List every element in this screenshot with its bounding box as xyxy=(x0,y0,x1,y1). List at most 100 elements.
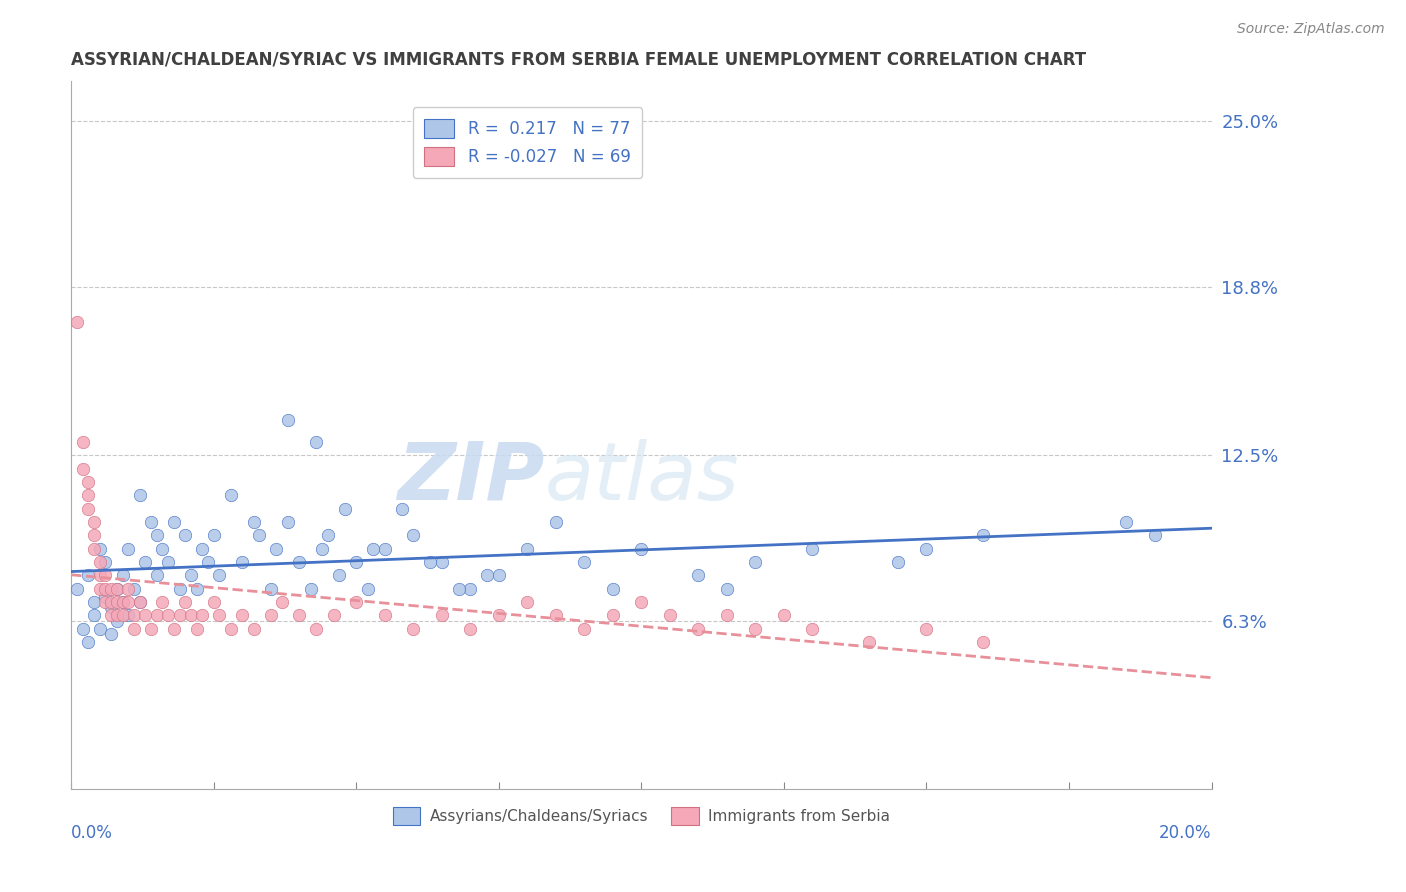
Point xyxy=(100,627,122,641)
Point xyxy=(122,582,145,596)
Point xyxy=(94,568,117,582)
Point xyxy=(460,622,482,636)
Point xyxy=(574,555,596,569)
Point xyxy=(72,622,94,636)
Point xyxy=(94,555,117,569)
Point xyxy=(145,608,167,623)
Point xyxy=(277,413,299,427)
Point xyxy=(208,608,231,623)
Point xyxy=(89,541,111,556)
Point xyxy=(66,582,89,596)
Point xyxy=(716,608,738,623)
Point xyxy=(77,568,100,582)
Point xyxy=(773,608,796,623)
Point xyxy=(89,622,111,636)
Point xyxy=(402,622,425,636)
Point xyxy=(180,608,202,623)
Point xyxy=(630,541,652,556)
Point xyxy=(1115,515,1137,529)
Point xyxy=(174,528,197,542)
Point xyxy=(128,595,150,609)
Point xyxy=(186,582,208,596)
Point xyxy=(128,488,150,502)
Point xyxy=(1143,528,1166,542)
Point xyxy=(94,590,117,604)
Point xyxy=(322,608,344,623)
Point xyxy=(858,635,880,649)
Point xyxy=(105,614,128,628)
Point xyxy=(145,568,167,582)
Point xyxy=(219,622,242,636)
Point xyxy=(419,555,441,569)
Point xyxy=(117,608,139,623)
Point xyxy=(430,608,453,623)
Point xyxy=(972,635,994,649)
Point xyxy=(94,595,117,609)
Point xyxy=(77,635,100,649)
Point xyxy=(357,582,380,596)
Point xyxy=(169,582,191,596)
Point xyxy=(100,600,122,615)
Point xyxy=(658,608,681,623)
Point xyxy=(134,608,156,623)
Point xyxy=(152,595,174,609)
Point xyxy=(374,608,396,623)
Point xyxy=(72,461,94,475)
Point xyxy=(242,515,264,529)
Point xyxy=(305,434,328,449)
Point xyxy=(202,595,225,609)
Point xyxy=(460,582,482,596)
Point xyxy=(374,541,396,556)
Point xyxy=(208,568,231,582)
Point xyxy=(744,622,766,636)
Point xyxy=(574,622,596,636)
Point xyxy=(716,582,738,596)
Point xyxy=(77,475,100,489)
Point xyxy=(145,528,167,542)
Point xyxy=(972,528,994,542)
Point xyxy=(163,515,186,529)
Point xyxy=(180,568,202,582)
Point xyxy=(89,555,111,569)
Point xyxy=(488,568,510,582)
Point xyxy=(801,541,824,556)
Point xyxy=(477,568,499,582)
Point xyxy=(688,622,710,636)
Point xyxy=(915,541,938,556)
Point xyxy=(344,555,367,569)
Point xyxy=(744,555,766,569)
Point xyxy=(100,595,122,609)
Point xyxy=(89,568,111,582)
Point xyxy=(344,595,367,609)
Point xyxy=(66,315,89,329)
Point xyxy=(688,568,710,582)
Point xyxy=(447,582,470,596)
Text: ZIP: ZIP xyxy=(396,439,544,516)
Point xyxy=(157,555,180,569)
Point xyxy=(328,568,350,582)
Point xyxy=(242,622,264,636)
Point xyxy=(219,488,242,502)
Point xyxy=(111,608,134,623)
Point xyxy=(105,608,128,623)
Point xyxy=(83,515,105,529)
Point xyxy=(117,595,139,609)
Point xyxy=(887,555,910,569)
Point xyxy=(186,622,208,636)
Point xyxy=(197,555,219,569)
Point xyxy=(202,528,225,542)
Point xyxy=(139,515,162,529)
Point xyxy=(391,501,413,516)
Text: 0.0%: 0.0% xyxy=(72,824,112,842)
Point xyxy=(231,555,253,569)
Point xyxy=(260,608,283,623)
Point xyxy=(801,622,824,636)
Point xyxy=(111,595,134,609)
Point xyxy=(105,582,128,596)
Point xyxy=(117,582,139,596)
Point xyxy=(77,501,100,516)
Point xyxy=(163,622,186,636)
Point xyxy=(122,608,145,623)
Point xyxy=(516,595,538,609)
Point xyxy=(83,608,105,623)
